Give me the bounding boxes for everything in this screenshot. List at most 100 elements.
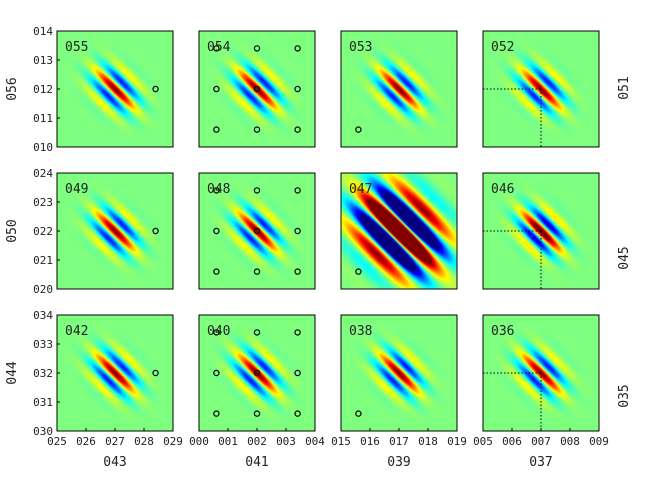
y-tick-label: 013 (33, 54, 53, 67)
marker-circle (294, 329, 301, 336)
y-axis-label: 056 (5, 77, 20, 100)
right-row-label: 051 (617, 76, 632, 99)
marker-circle (213, 410, 220, 417)
y-tick-label: 012 (33, 83, 53, 96)
x-tick-label: 006 (502, 435, 522, 448)
panel-label: 047 (349, 182, 372, 197)
x-tick-label: 000 (189, 435, 209, 448)
panel-label: 052 (491, 40, 514, 55)
x-tick-label: 028 (134, 435, 154, 448)
marker-circle (213, 85, 220, 93)
y-tick-label: 014 (33, 25, 53, 38)
right-row-label: 035 (617, 384, 632, 407)
marker-circle (213, 187, 220, 194)
x-tick-label: 026 (76, 435, 96, 448)
marker-circle (294, 45, 301, 52)
y-tick-label: 020 (33, 283, 53, 296)
y-tick-label: 033 (33, 338, 53, 351)
marker-circle (294, 126, 301, 133)
y-tick-label: 021 (33, 254, 53, 267)
heatmap-field (57, 315, 173, 431)
marker-circle (253, 126, 261, 133)
marker-circle (213, 227, 220, 235)
panel-label: 054 (207, 40, 231, 55)
panel-label: 038 (349, 324, 372, 339)
x-tick-label: 015 (331, 435, 351, 448)
x-tick-label: 003 (276, 435, 296, 448)
panel-040: 040 000 001 002 003 004 (189, 314, 325, 448)
y-tick-label: 032 (33, 367, 53, 380)
x-tick-label: 008 (560, 435, 580, 448)
marker-circle (213, 126, 220, 133)
marker-circle (294, 187, 301, 194)
panel-label: 055 (65, 40, 88, 55)
x-axis-label: 037 (529, 455, 552, 470)
marker-circle (294, 410, 301, 417)
panel-054: 054 (198, 30, 316, 148)
marker-circle (294, 369, 301, 377)
y-axis-label: 050 (5, 219, 20, 242)
x-tick-label: 029 (163, 435, 183, 448)
marker-circle (294, 268, 301, 275)
marker-circle (253, 187, 261, 194)
marker-circle (213, 45, 220, 52)
panel-frame (198, 172, 316, 290)
x-tick-label: 016 (360, 435, 380, 448)
x-tick-label: 007 (531, 435, 551, 448)
marker-circle (253, 268, 261, 275)
panel-053: 053 (340, 30, 458, 148)
y-tick-label: 011 (33, 112, 53, 125)
x-tick-label: 005 (473, 435, 493, 448)
y-tick-label: 030 (33, 425, 53, 438)
x-tick-label: 002 (247, 435, 267, 448)
y-tick-label: 034 (33, 309, 53, 322)
marker-circle (294, 227, 301, 235)
x-axis-label: 043 (103, 455, 126, 470)
x-tick-label: 018 (418, 435, 438, 448)
marker-circle (213, 369, 220, 377)
panel-046: 046 (482, 172, 600, 290)
x-tick-label: 025 (47, 435, 67, 448)
x-axis-label: 041 (245, 455, 268, 470)
heatmap-field (57, 31, 173, 147)
panel-055: 055 014 013 012 011 010 (33, 25, 174, 154)
x-tick-label: 009 (589, 435, 609, 448)
marker-circle (213, 268, 220, 275)
panel-label: 036 (491, 324, 514, 339)
panel-036: 036 005 006 007 008 009 (473, 314, 609, 448)
heatmap-field (57, 173, 173, 289)
marker-circle (253, 45, 261, 52)
marker-circle (253, 85, 261, 93)
panel-048: 048 (198, 172, 316, 290)
panel-frame (482, 172, 600, 290)
marker-circle (213, 329, 220, 336)
y-axis-label: 044 (5, 361, 20, 385)
panel-047: 047 (340, 172, 458, 290)
panel-052: 052 (482, 30, 600, 148)
marker-circle (253, 410, 261, 417)
y-tick-label: 031 (33, 396, 53, 409)
x-tick-label: 027 (105, 435, 125, 448)
marker-circle (253, 329, 261, 336)
panel-label: 040 (207, 324, 230, 339)
marker-circle (355, 410, 362, 417)
panel-frame (198, 30, 316, 148)
panel-label: 042 (65, 324, 88, 339)
marker-circle (355, 126, 362, 133)
y-tick-label: 010 (33, 141, 53, 154)
panel-label: 046 (491, 182, 514, 197)
panel-frame (340, 172, 458, 290)
x-tick-label: 004 (305, 435, 325, 448)
y-tick-label: 022 (33, 225, 53, 238)
panel-038: 038 015 016 017 018 019 (331, 314, 467, 448)
marker-circle (253, 369, 261, 377)
x-tick-label: 019 (447, 435, 467, 448)
marker-circle (152, 85, 159, 93)
x-tick-label: 017 (389, 435, 409, 448)
panel-label: 049 (65, 182, 88, 197)
panel-label: 048 (207, 182, 230, 197)
panel-frame (482, 30, 600, 148)
